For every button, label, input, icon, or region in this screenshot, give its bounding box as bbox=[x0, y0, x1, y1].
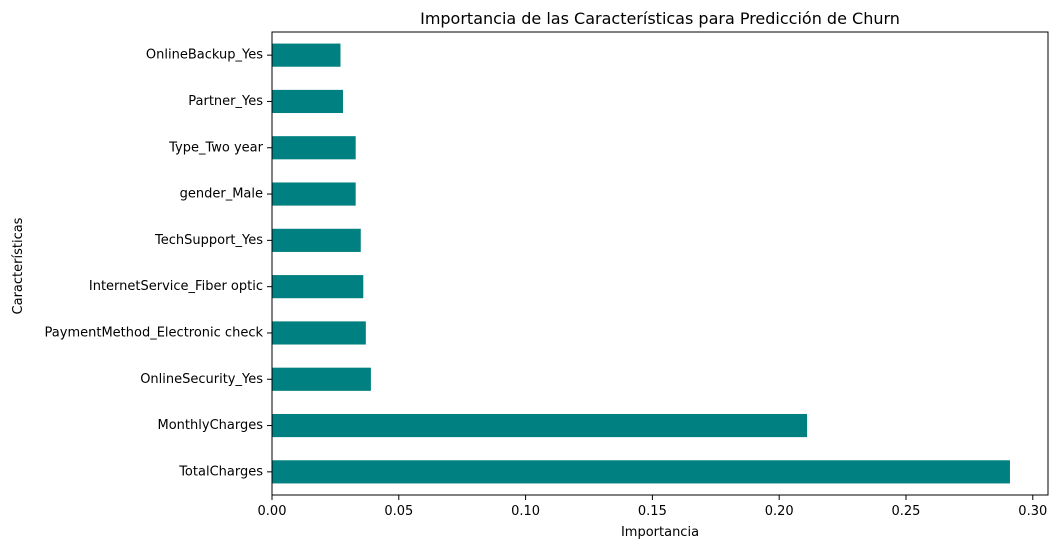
bar-4 bbox=[272, 275, 364, 299]
x-tick-label-5: 0.25 bbox=[892, 504, 921, 519]
x-tick-label-1: 0.05 bbox=[384, 504, 413, 519]
bar-5 bbox=[272, 228, 361, 252]
y-tick-label-0: TotalCharges bbox=[178, 464, 263, 479]
axes-frame bbox=[271, 31, 1049, 496]
y-tick-label-9: OnlineBackup_Yes bbox=[146, 48, 263, 63]
x-tick-label-4: 0.20 bbox=[765, 504, 794, 519]
bar-0 bbox=[272, 460, 1010, 484]
bar-9 bbox=[272, 43, 341, 67]
y-axis-label: Características bbox=[11, 217, 26, 314]
y-tick-label-3: PaymentMethod_Electronic check bbox=[45, 325, 264, 340]
y-tick-label-7: Type_Two year bbox=[168, 140, 264, 155]
y-tick-label-2: OnlineSecurity_Yes bbox=[140, 372, 263, 387]
y-tick-label-8: Partner_Yes bbox=[188, 94, 263, 109]
bar-6 bbox=[272, 182, 356, 206]
y-tick-label-6: gender_Male bbox=[180, 187, 263, 202]
y-tick-label-1: MonthlyCharges bbox=[158, 418, 264, 433]
bar-2 bbox=[272, 367, 371, 391]
y-tick-label-4: InternetService_Fiber optic bbox=[89, 279, 263, 294]
bar-7 bbox=[272, 136, 356, 160]
x-axis-label: Importancia bbox=[621, 525, 699, 540]
x-tick-label-0: 0.00 bbox=[258, 504, 287, 519]
plot-area: TotalCharges MonthlyCharges OnlineSecurity… bbox=[45, 31, 1049, 519]
bar-8 bbox=[272, 89, 344, 114]
chart-title: Importancia de las Características para … bbox=[420, 9, 900, 28]
x-tick-label-6: 0.30 bbox=[1018, 504, 1047, 519]
x-tick-label-2: 0.10 bbox=[511, 504, 540, 519]
bar-3 bbox=[272, 321, 366, 345]
bar-1 bbox=[272, 413, 808, 438]
y-tick-label-5: TechSupport_Yes bbox=[154, 233, 263, 248]
x-tick-label-3: 0.15 bbox=[638, 504, 667, 519]
